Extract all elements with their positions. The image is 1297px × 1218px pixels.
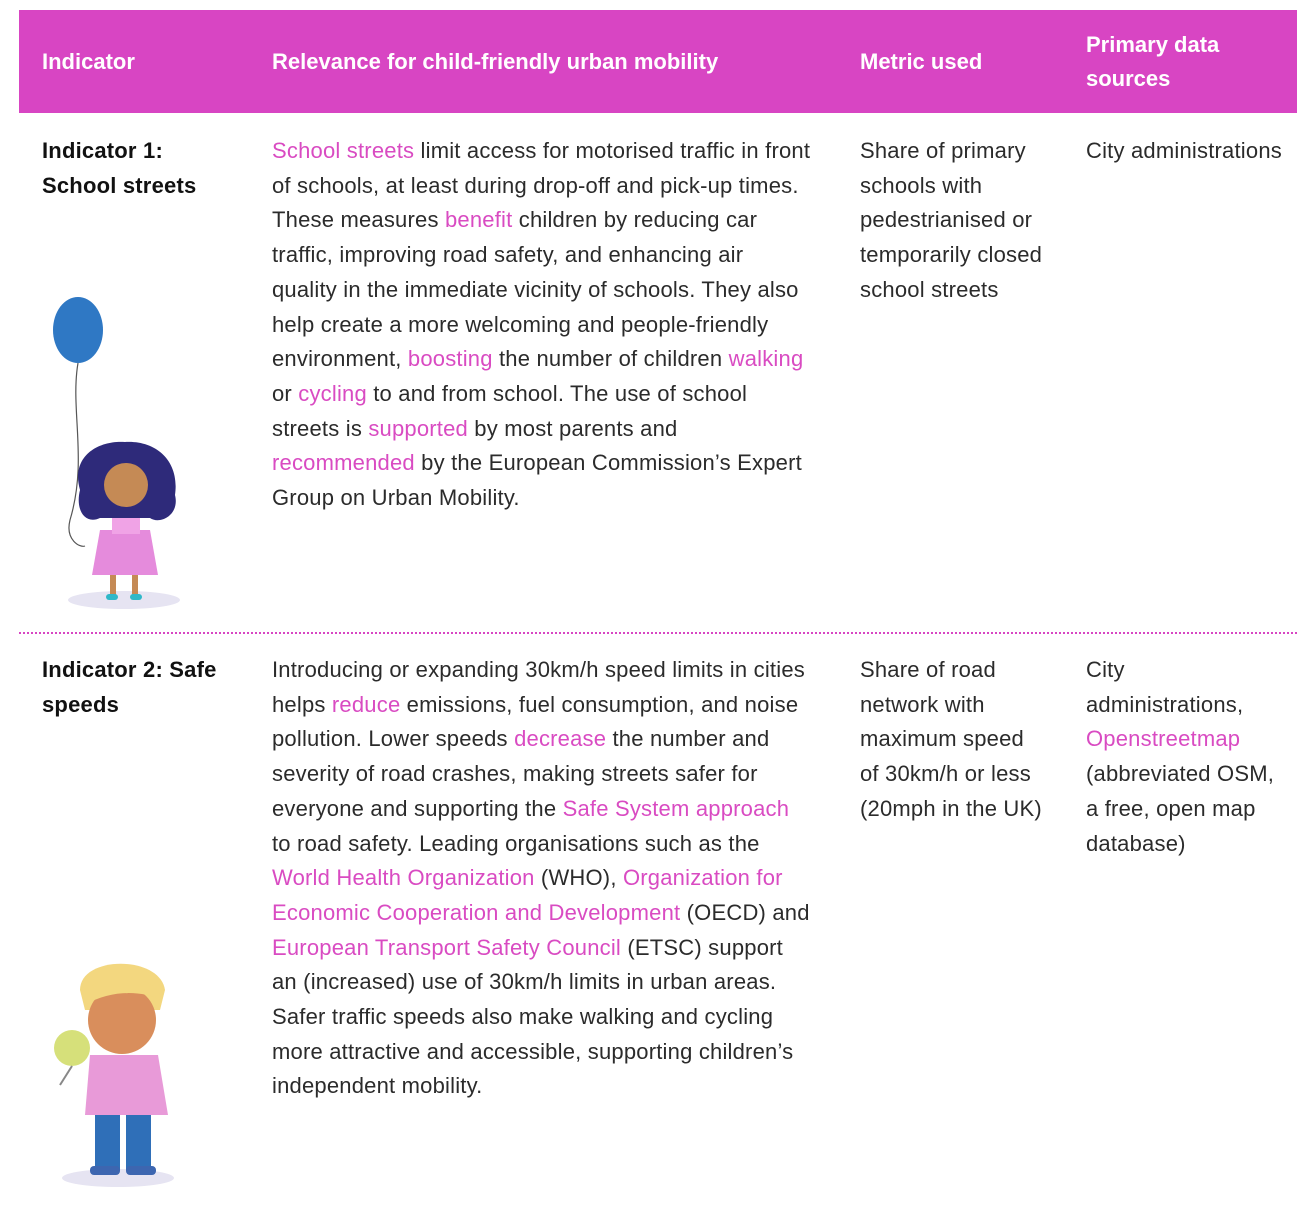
link[interactable]: benefit [444,207,513,233]
link[interactable]: Openstreetmap [1086,726,1241,752]
link[interactable]: European Transport Safety Council [272,934,622,960]
table-header: Indicator Relevance for child-friendly u… [19,10,1297,113]
text-run: the number of children [492,346,729,372]
link[interactable]: decrease [514,726,607,752]
text-run: by most parents and [468,415,678,441]
text-run: emissions, fuel consumption, and noise p… [272,691,799,752]
link[interactable]: World Health Organization [272,865,535,891]
text-run: City administrations [1086,138,1282,163]
link[interactable]: boosting [407,346,493,372]
text-run: the number and severity of road crashes,… [272,726,770,821]
relevance-cell: Introducing or expanding 30km/h speed li… [272,653,812,1104]
text-run: (abbreviated OSM, a free, open map datab… [1086,761,1275,856]
text-run: or [272,380,299,406]
text-run: children by reducing car traffic, improv… [272,207,799,372]
link[interactable]: Safe System approach [562,795,790,821]
sources-cell: City administrations [1086,134,1286,169]
boy-illustration [54,963,174,1187]
text-run: City administrations, [1086,657,1244,717]
link[interactable]: walking [728,346,804,372]
text-run: Introducing or expanding 30km/h speed li… [272,657,805,717]
text-run: limit access for motorised traffic in fr… [272,138,811,233]
girl-illustration [53,297,180,609]
text-run: to road safety. Leading organisations su… [272,830,760,856]
link[interactable]: recommended [272,450,415,476]
text-run: (ETSC) support an (increased) use of 30k… [272,934,794,1099]
sources-cell: City administrations, Openstreetmap (abb… [1086,653,1286,861]
indicator-cell: Indicator 2: Safe speeds [42,657,217,717]
link[interactable]: reduce [331,691,401,717]
indicator-cell: Indicator 1: School streets [42,138,197,198]
link[interactable]: Organization for Economic Cooperation an… [272,865,783,925]
relevance-cell: School streets limit access for motorise… [272,134,812,516]
text-run: (OECD) and [680,899,810,925]
header-cell: Primary data sources [1086,31,1220,91]
text-run: to and from school. The use of school st… [272,380,748,441]
metric-cell: Share of primary schools with pedestrian… [860,138,1043,302]
text-run: (WHO), [534,865,623,891]
link[interactable]: supported [368,415,468,441]
row-separator [19,632,1297,634]
header-cell: Relevance for child-friendly urban mobil… [272,48,719,74]
header-cell: Metric used [860,48,983,74]
text-run: by the European Commission’s Expert Grou… [272,450,802,511]
metric-cell: Share of road network with maximum speed… [860,657,1042,821]
link[interactable]: cycling [298,380,367,406]
link[interactable]: School streets [272,138,415,163]
header-cell: Indicator [42,48,135,74]
